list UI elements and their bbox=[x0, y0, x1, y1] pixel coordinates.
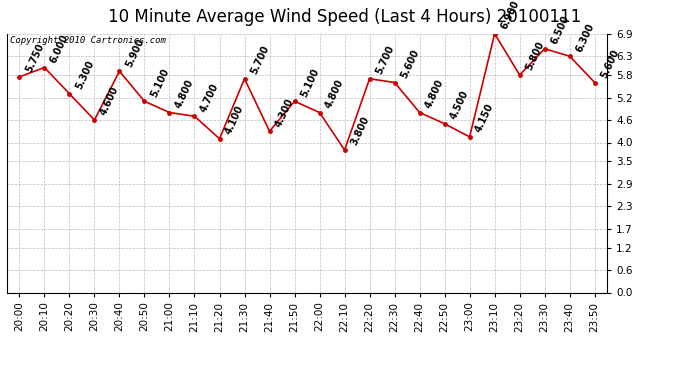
Text: 5.700: 5.700 bbox=[374, 44, 396, 76]
Text: 4.700: 4.700 bbox=[199, 81, 221, 114]
Text: 5.800: 5.800 bbox=[524, 40, 546, 72]
Text: 5.300: 5.300 bbox=[74, 59, 96, 91]
Text: 3.800: 3.800 bbox=[348, 115, 371, 147]
Text: 6.900: 6.900 bbox=[499, 0, 521, 31]
Text: 4.100: 4.100 bbox=[224, 104, 246, 136]
Text: 5.750: 5.750 bbox=[23, 42, 46, 74]
Text: 5.100: 5.100 bbox=[299, 66, 321, 99]
Text: 6.000: 6.000 bbox=[48, 33, 70, 65]
Text: 4.800: 4.800 bbox=[174, 78, 196, 110]
Text: 5.600: 5.600 bbox=[399, 48, 421, 80]
Text: 4.800: 4.800 bbox=[324, 78, 346, 110]
Text: 6.500: 6.500 bbox=[549, 14, 571, 46]
Text: 4.500: 4.500 bbox=[448, 89, 471, 121]
Text: 5.900: 5.900 bbox=[124, 36, 146, 69]
Text: 4.800: 4.800 bbox=[424, 78, 446, 110]
Text: 6.300: 6.300 bbox=[574, 21, 596, 54]
Text: 4.150: 4.150 bbox=[474, 102, 496, 134]
Text: 5.600: 5.600 bbox=[599, 48, 621, 80]
Text: 4.600: 4.600 bbox=[99, 85, 121, 117]
Text: 4.300: 4.300 bbox=[274, 96, 296, 129]
Text: 10 Minute Average Wind Speed (Last 4 Hours) 20100111: 10 Minute Average Wind Speed (Last 4 Hou… bbox=[108, 8, 582, 26]
Text: Copyright 2010 Cartronics.com: Copyright 2010 Cartronics.com bbox=[10, 36, 166, 45]
Text: 5.700: 5.700 bbox=[248, 44, 270, 76]
Text: 5.100: 5.100 bbox=[148, 66, 170, 99]
